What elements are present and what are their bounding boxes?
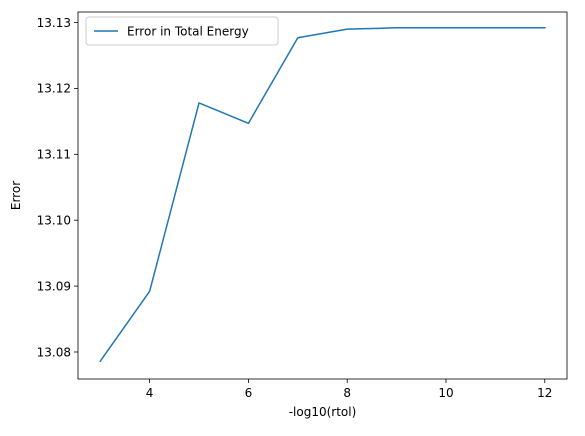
series-line-0	[99, 27, 546, 363]
legend-label: Error in Total Energy	[127, 25, 249, 39]
y-tick-label: 13.09	[37, 279, 71, 293]
x-tick-label: 10	[438, 386, 453, 400]
y-tick-label: 13.13	[37, 16, 71, 30]
y-tick-label: 13.10	[37, 214, 71, 228]
y-axis-label: Error	[9, 181, 23, 210]
y-tick-label: 13.11	[37, 148, 71, 162]
y-tick-label: 13.12	[37, 82, 71, 96]
x-tick-label: 6	[245, 386, 253, 400]
x-tick-label: 8	[343, 386, 351, 400]
plot-area	[99, 27, 546, 363]
x-tick-label: 12	[537, 386, 552, 400]
x-tick-label: 4	[146, 386, 154, 400]
y-tick-label: 13.08	[37, 345, 71, 359]
legend-box	[85, 16, 279, 46]
axes: 4 6 8 10 12 13.08 13.09 13.10 13.11 13.12 13.13	[37, 11, 568, 400]
x-axis-label: -log10(rtol)	[289, 405, 357, 419]
legend: Error in Total Energy	[85, 16, 279, 46]
plot-frame	[77, 11, 568, 380]
